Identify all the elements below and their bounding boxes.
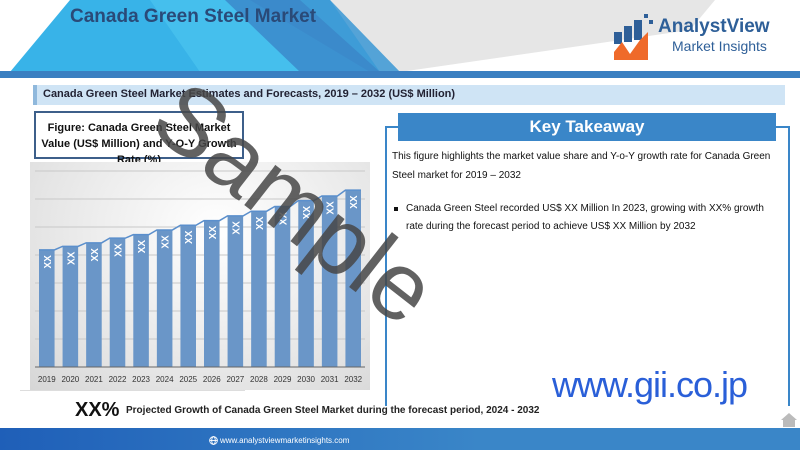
x-tick-label: 2024 — [156, 375, 174, 384]
projected-growth-value: XX% — [75, 399, 120, 421]
bar — [62, 246, 79, 367]
data-label: XX — [208, 226, 219, 240]
x-tick-label: 2022 — [109, 375, 127, 384]
section-header: Canada Green Steel Market Estimates and … — [33, 85, 785, 105]
data-label: XX — [326, 201, 337, 215]
bar — [133, 234, 149, 367]
x-tick-label: 2029 — [274, 375, 292, 384]
bar — [204, 220, 220, 367]
logo-subtitle: Market Insights — [672, 38, 767, 54]
bar — [109, 238, 126, 367]
x-tick-label: 2025 — [179, 375, 197, 384]
x-tick-label: 2032 — [344, 375, 362, 384]
data-label: XX — [184, 230, 195, 244]
bar — [345, 190, 361, 367]
data-label: XX — [137, 240, 148, 254]
divider — [20, 390, 245, 391]
bar — [86, 242, 102, 367]
home-icon[interactable] — [781, 413, 797, 427]
projected-growth-text: Projected Growth of Canada Green Steel M… — [126, 405, 540, 416]
data-label: XX — [279, 212, 290, 226]
takeaway-bullet: Canada Green Steel recorded US$ XX Milli… — [392, 200, 772, 236]
bar — [227, 215, 244, 367]
growth-line — [39, 189, 361, 251]
page-title: Canada Green Steel Market — [70, 6, 317, 27]
key-takeaway-heading: Key Takeaway — [398, 113, 776, 141]
data-label: XX — [114, 243, 125, 257]
data-label: XX — [302, 206, 313, 220]
data-label: XX — [255, 216, 266, 230]
bar — [298, 200, 314, 367]
x-tick-label: 2021 — [85, 375, 103, 384]
header-banner — [10, 0, 715, 72]
globe-icon — [209, 436, 218, 445]
gii-watermark: www.gii.co.jp — [552, 364, 748, 405]
x-tick-label: 2028 — [250, 375, 268, 384]
footer-band — [0, 428, 800, 450]
bar — [156, 229, 173, 367]
bar — [180, 225, 196, 367]
bar — [39, 249, 55, 367]
x-tick-label: 2027 — [226, 375, 244, 384]
takeaway-intro: This figure highlights the market value … — [392, 151, 771, 181]
bar — [274, 206, 291, 367]
data-label: XX — [231, 221, 242, 235]
divider — [0, 71, 800, 78]
x-tick-label: 2019 — [38, 375, 56, 384]
logo-name: AnalystView — [658, 16, 770, 37]
x-tick-label: 2031 — [321, 375, 339, 384]
x-tick-label: 2030 — [297, 375, 315, 384]
data-label: XX — [161, 235, 172, 249]
data-label: XX — [90, 248, 101, 262]
data-label: XX — [349, 195, 360, 209]
bar — [251, 211, 267, 367]
data-label: XX — [43, 255, 54, 269]
bar-chart: XX 2019 XX 2020 XX 2021 XX 2022 XX 2023 XX 2024 XX 20… — [35, 170, 365, 384]
data-label: XX — [66, 251, 77, 265]
footer-url[interactable]: www.analystviewmarketinsights.com — [220, 436, 350, 445]
x-tick-label: 2023 — [132, 375, 150, 384]
logo-icon — [614, 14, 653, 60]
chart-area: XX 2019 XX 2020 XX 2021 XX 2022 XX 2023 XX 2024 XX 20… — [30, 162, 370, 390]
x-tick-label: 2020 — [61, 375, 79, 384]
bar — [321, 195, 338, 367]
x-tick-label: 2026 — [203, 375, 221, 384]
